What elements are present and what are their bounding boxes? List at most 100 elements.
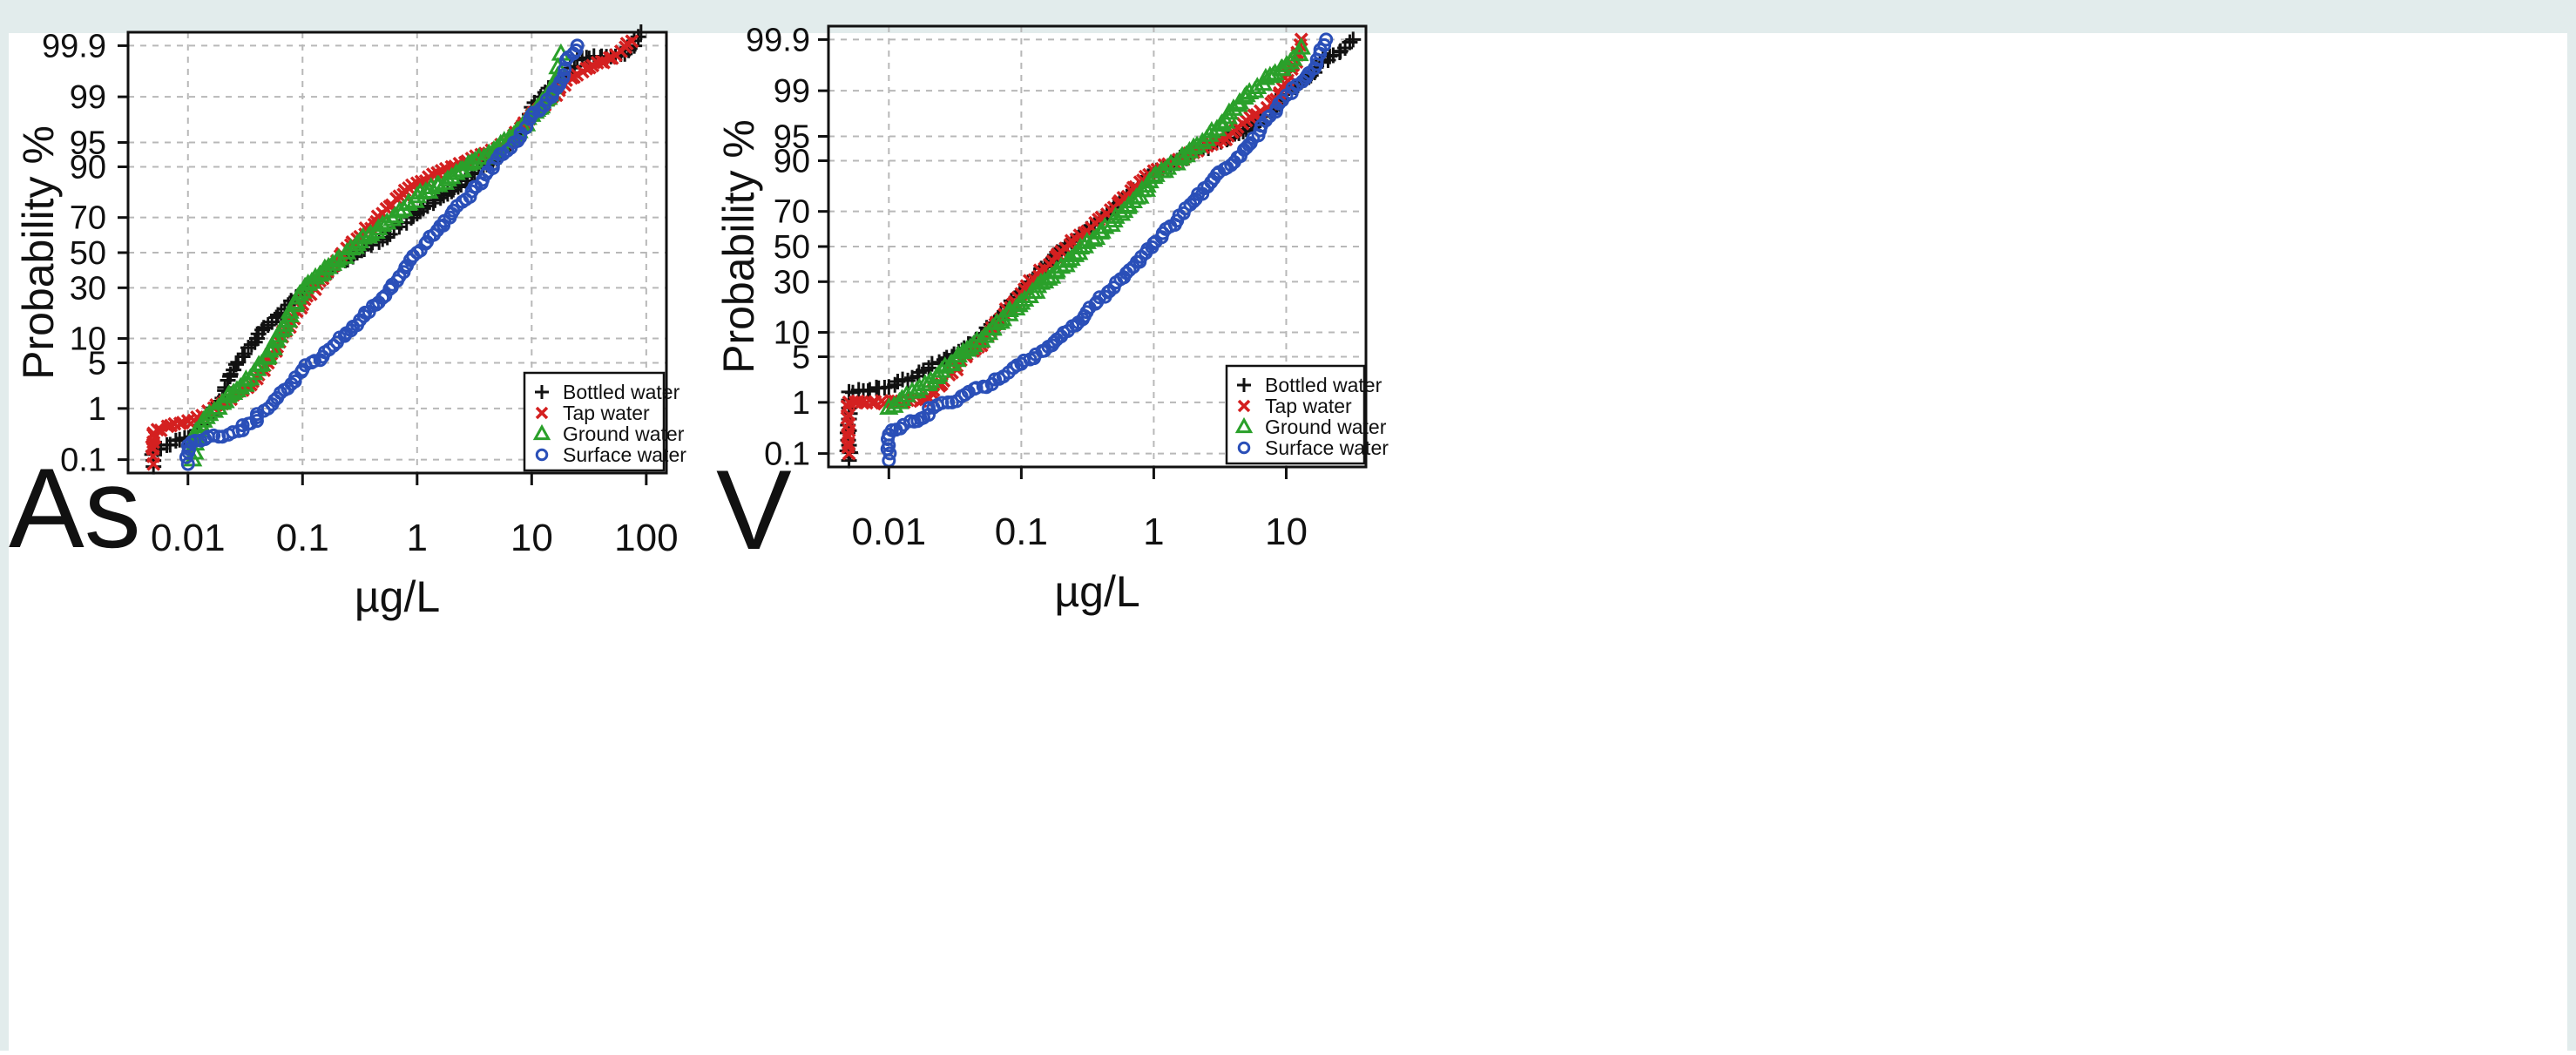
x-tick-label: 0.01 xyxy=(852,511,927,553)
y-tick-label: 10 xyxy=(774,315,810,352)
legend-label: Ground water xyxy=(563,423,685,445)
y-tick-label: 90 xyxy=(774,143,810,179)
y-tick-label: 1 xyxy=(792,385,810,422)
x-axis-label: µg/L xyxy=(355,572,440,621)
data-point xyxy=(247,334,263,350)
data-point xyxy=(1247,77,1268,95)
data-point xyxy=(841,428,855,443)
data-points xyxy=(144,24,649,475)
data-point xyxy=(519,119,534,134)
legend-marker xyxy=(1237,399,1251,413)
data-point xyxy=(1319,32,1334,47)
data-point xyxy=(462,152,482,170)
data-point xyxy=(249,407,264,422)
y-tick-label: 99 xyxy=(70,79,106,116)
data-points xyxy=(839,31,1362,469)
data-point xyxy=(1184,137,1204,155)
data-point xyxy=(570,38,585,53)
panel-label: V xyxy=(716,446,792,573)
data-point xyxy=(280,305,300,323)
data-point xyxy=(957,339,977,357)
y-tick-label: 95 xyxy=(70,125,106,162)
data-point xyxy=(1119,195,1139,213)
data-point xyxy=(862,382,878,398)
y-tick-label: 0.1 xyxy=(764,436,810,473)
legend-label: Surface water xyxy=(1265,436,1389,459)
data-point xyxy=(1342,34,1358,51)
x-tick-label: 10 xyxy=(510,517,553,559)
y-tick-label: 70 xyxy=(774,194,810,231)
data-point xyxy=(1283,48,1303,66)
data-point xyxy=(1035,271,1055,289)
data-point xyxy=(1136,179,1157,197)
data-point xyxy=(1272,96,1287,111)
y-tick-label: 5 xyxy=(792,339,810,375)
data-point xyxy=(1114,200,1134,219)
x-tick-label: 0.01 xyxy=(151,517,226,559)
legend-marker xyxy=(1234,416,1254,434)
y-tick-label: 30 xyxy=(70,270,106,307)
legend-label: Surface water xyxy=(563,443,686,466)
y-tick-label: 0.1 xyxy=(60,443,106,479)
y-tick-label: 5 xyxy=(88,345,106,382)
legend-label: Tap water xyxy=(1265,395,1352,417)
data-point xyxy=(1218,106,1239,125)
y-tick-label: 30 xyxy=(774,264,810,301)
y-tick-label: 70 xyxy=(70,200,106,237)
grid xyxy=(128,32,666,473)
legend-marker xyxy=(535,406,549,420)
data-point xyxy=(942,353,962,371)
y-tick-label: 10 xyxy=(70,321,106,358)
x-tick-labels: 0.01 0.1 1 10 xyxy=(852,467,1308,553)
data-point xyxy=(1247,108,1261,123)
legend-marker xyxy=(535,448,549,462)
legend-marker xyxy=(532,423,551,441)
y-tick-label: 50 xyxy=(774,229,810,266)
legend-label: Bottled water xyxy=(1265,374,1383,396)
x-tick-label: 0.1 xyxy=(995,511,1048,553)
data-point xyxy=(992,308,1013,327)
y-axis-label: Probability % xyxy=(14,125,63,380)
x-tick-label: 100 xyxy=(614,517,678,559)
data-point xyxy=(260,340,280,358)
y-tick-label: 50 xyxy=(70,235,106,272)
data-point xyxy=(923,355,940,372)
data-point xyxy=(1291,37,1311,55)
data-point xyxy=(227,356,244,373)
x-tick-label: 0.1 xyxy=(276,517,329,559)
y-tick-label: 99.9 xyxy=(746,22,810,58)
data-point xyxy=(922,401,936,416)
legend-label: Bottled water xyxy=(563,381,680,403)
data-point xyxy=(840,399,855,414)
legend-marker xyxy=(1237,378,1251,392)
data-point xyxy=(150,423,165,437)
legend-label: Tap water xyxy=(563,402,650,424)
data-point xyxy=(234,348,251,365)
legend-marker xyxy=(1237,441,1251,455)
data-point xyxy=(841,440,855,455)
y-axis-label: Probability % xyxy=(714,119,763,374)
x-tick-label: 1 xyxy=(1143,511,1164,553)
data-point xyxy=(625,34,639,49)
y-tick-label: 1 xyxy=(88,391,106,428)
y-tick-label: 99 xyxy=(774,73,810,110)
data-point xyxy=(533,102,548,116)
x-tick-label: 10 xyxy=(1265,511,1308,553)
data-point xyxy=(446,162,466,180)
x-tick-label: 1 xyxy=(407,517,428,559)
x-tick-labels: 0.01 0.1 1 10 100 xyxy=(151,473,679,559)
data-point xyxy=(1265,63,1285,81)
panel-label: As xyxy=(9,444,141,571)
legend-marker xyxy=(535,385,549,399)
y-tick-label: 90 xyxy=(70,149,106,186)
data-point xyxy=(153,423,168,438)
data-point xyxy=(557,68,571,83)
